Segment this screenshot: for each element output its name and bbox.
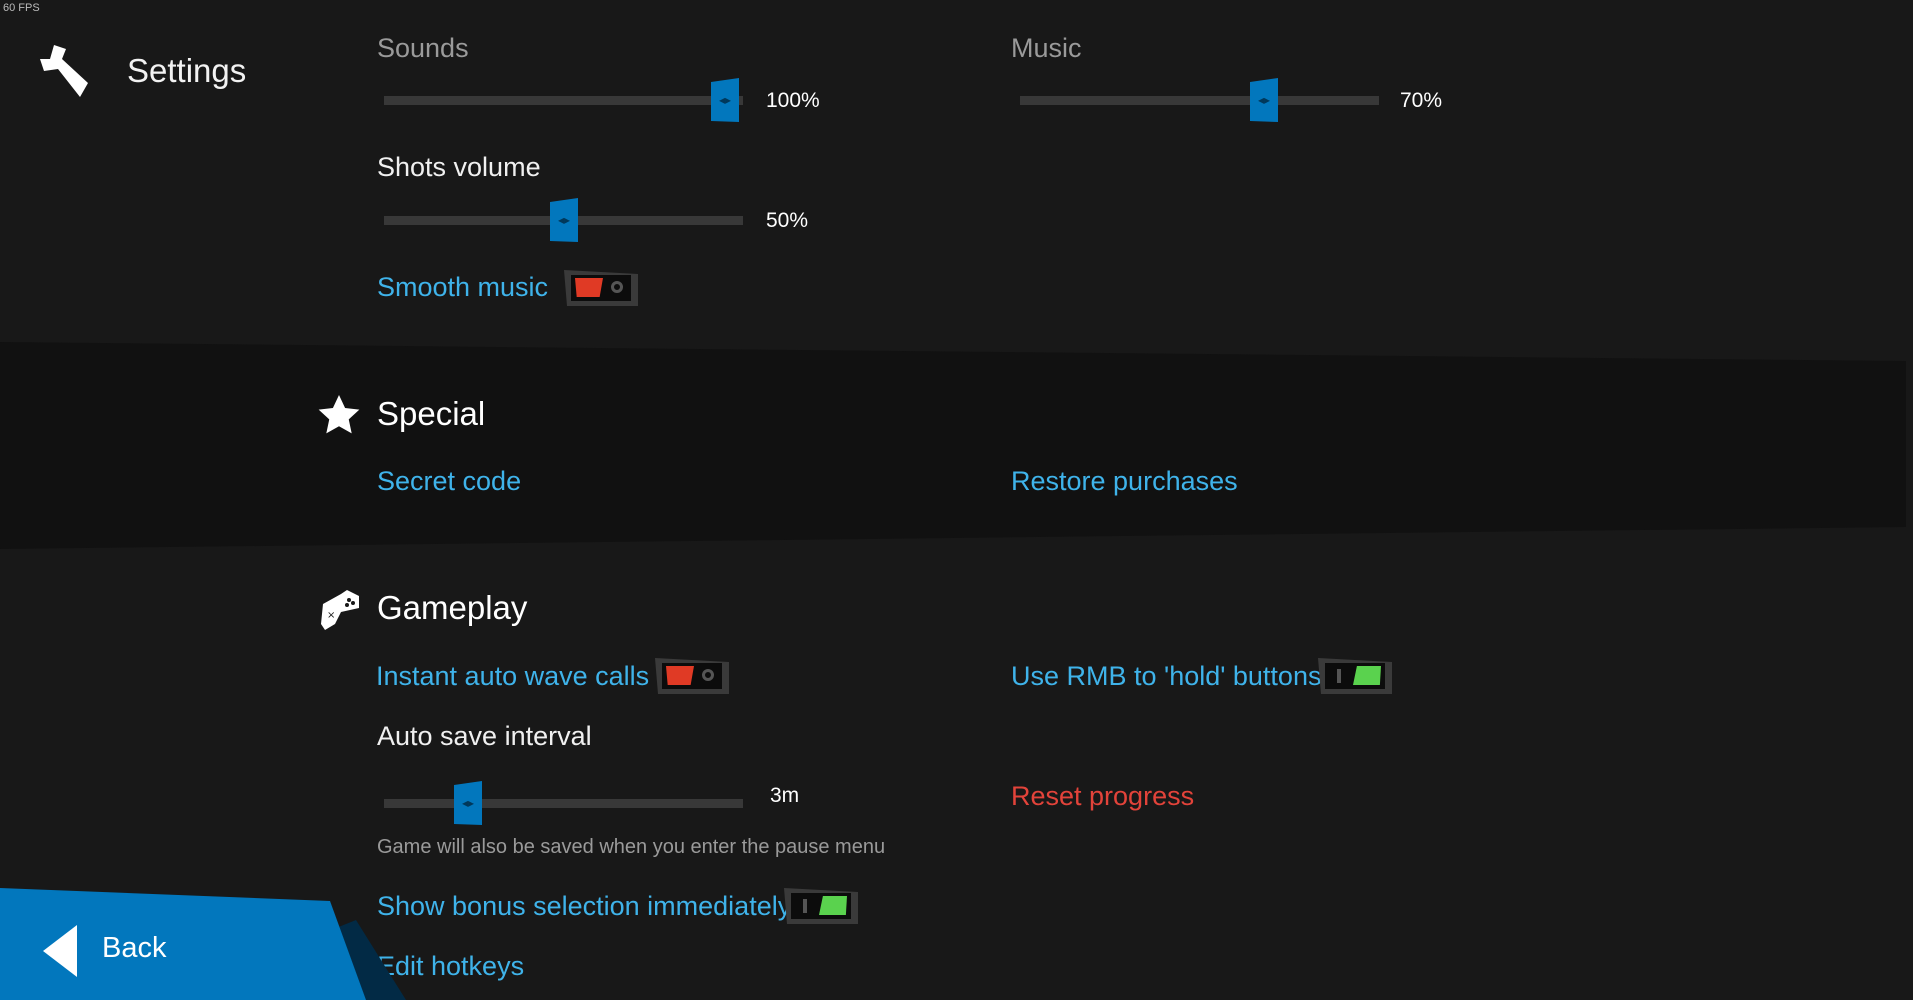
music-slider[interactable]: ◂▸ [1020,96,1420,106]
use-rmb-hold-label[interactable]: Use RMB to 'hold' buttons [1011,661,1322,691]
instant-auto-wave-calls-label[interactable]: Instant auto wave calls [376,661,650,691]
edit-hotkeys-link[interactable]: Edit hotkeys [377,951,525,981]
sounds-label: Sounds [377,33,469,63]
slider-thumb[interactable]: ◂▸ [1250,78,1278,122]
auto-save-interval-label: Auto save interval [377,721,592,751]
auto-save-interval-slider[interactable]: ◂▸ [384,799,784,809]
wrench-icon [40,45,88,97]
sounds-value: 100% [766,89,820,112]
shots-volume-label: Shots volume [377,152,541,182]
back-label: Back [102,932,167,964]
slider-thumb[interactable]: ◂▸ [550,198,578,242]
shots-volume-slider[interactable]: ◂▸ [384,216,784,226]
slider-thumb[interactable]: ◂▸ [454,781,482,825]
page-title: Settings [127,52,247,89]
reset-progress-link[interactable]: Reset progress [1011,781,1195,811]
music-label: Music [1011,33,1082,63]
restore-purchases-link[interactable]: Restore purchases [1011,466,1238,496]
sounds-slider[interactable]: ◂▸ [384,96,784,106]
show-bonus-selection-toggle[interactable] [784,888,858,924]
back-arrow-icon [43,925,77,977]
auto-save-interval-value: 3m [770,784,800,807]
back-button[interactable]: Back [0,888,366,1000]
instant-auto-wave-calls-toggle[interactable] [655,658,729,694]
slider-thumb[interactable]: ◂▸ [711,78,739,122]
svg-text:×: × [327,610,335,621]
fps-counter: 60 FPS [3,2,40,14]
gameplay-heading: Gameplay [377,589,528,626]
smooth-music-toggle[interactable] [564,270,638,306]
smooth-music-label[interactable]: Smooth music [377,272,549,302]
star-icon [318,395,360,434]
auto-save-hint: Game will also be saved when you enter t… [377,836,886,858]
shots-volume-value: 50% [766,209,809,232]
gamepad-icon: × [321,590,359,630]
show-bonus-selection-label[interactable]: Show bonus selection immediately [377,891,792,921]
music-value: 70% [1400,89,1443,112]
use-rmb-hold-toggle[interactable] [1318,658,1392,694]
special-section-band [0,342,1906,549]
special-heading: Special [377,395,486,432]
secret-code-link[interactable]: Secret code [377,466,522,496]
